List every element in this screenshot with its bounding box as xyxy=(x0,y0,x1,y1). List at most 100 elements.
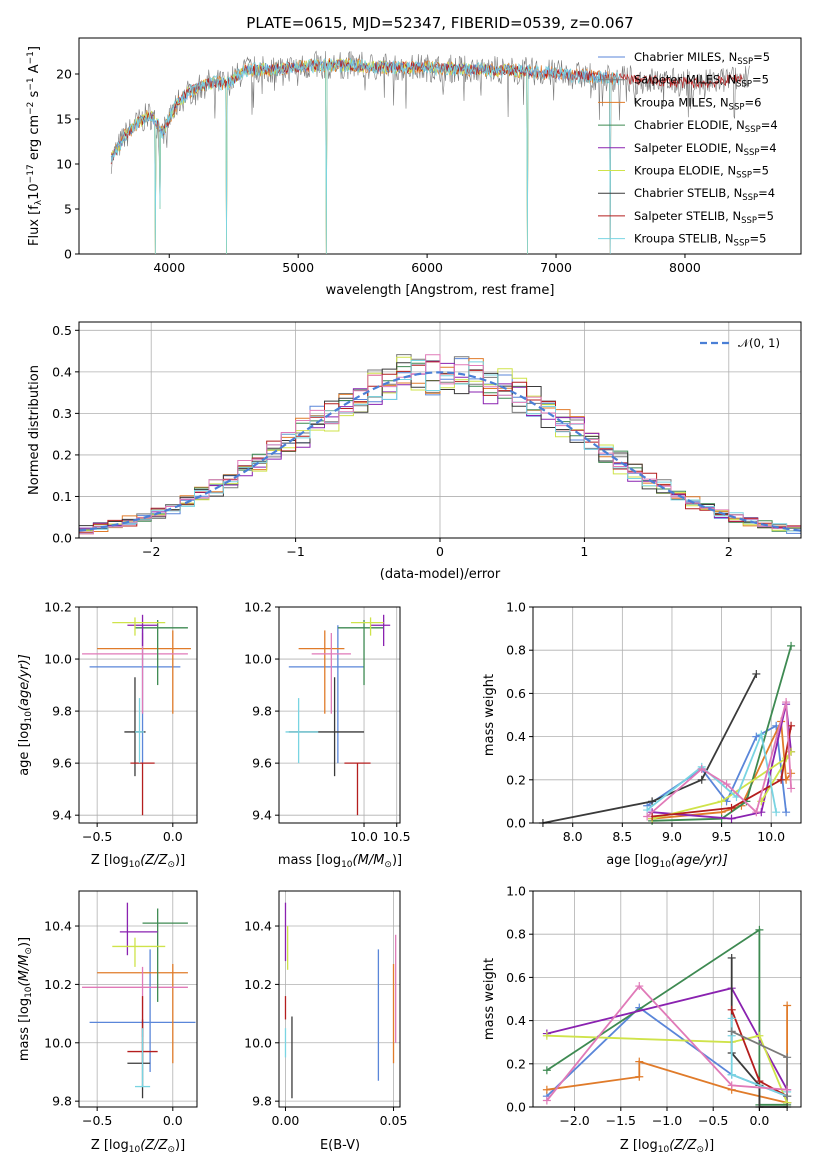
weight-marker xyxy=(717,797,726,806)
legend-label: Salpeter ELODIE, NSSP=4 xyxy=(634,141,777,158)
weight-marker xyxy=(697,775,706,784)
y-tick-label: 0.8 xyxy=(506,927,526,942)
mZ-xlabel: Z [log10(Z/Z⊙)] xyxy=(91,1138,185,1155)
y-tick-label: 10.2 xyxy=(44,600,72,615)
spectrum-line xyxy=(110,58,531,255)
weight-line xyxy=(646,701,792,818)
weight-marker xyxy=(542,1031,551,1040)
y-tick-label: 10.2 xyxy=(44,977,72,992)
weight-marker xyxy=(542,1066,551,1075)
age-vs-metallicity-panel: −0.5 0.0 9.4 9.6 9.8 10.0 10.2 Z [log10(Z/Z⊙)]… xyxy=(17,600,198,870)
gaussian-legend-label: 𝒩(0, 1) xyxy=(738,336,780,350)
y-tick-label: 20 xyxy=(56,67,72,82)
histogram-xlabel: (data-model)/error xyxy=(380,567,501,582)
weight-marker xyxy=(727,1081,736,1090)
x-tick-label: 0.0 xyxy=(163,1113,183,1128)
wAge-ylabel: mass weight xyxy=(482,674,497,756)
y-tick-label: 1.0 xyxy=(506,600,526,615)
residual-histogram-panel: −2 −1 0 1 2 0.0 0.1 0.2 0.3 0.4 0.5 (data-model)/e… xyxy=(27,321,802,582)
weight-line xyxy=(652,718,792,820)
mass-vs-metallicity-panel: −0.5 0.0 9.8 10.0 10.2 10.4 Z [log10(Z/Z⊙)] m… xyxy=(17,890,198,1155)
x-tick-label: 7000 xyxy=(540,260,572,275)
y-tick-label: 0.4 xyxy=(506,729,526,744)
weight-line xyxy=(546,1034,788,1104)
spectrum-line xyxy=(110,57,621,255)
mE-xlabel: E(B-V) xyxy=(320,1138,360,1153)
weight-marker xyxy=(777,775,786,784)
legend-label: Kroupa MILES, NSSP=6 xyxy=(634,95,761,112)
legend-label: Chabrier ELODIE, NSSP=4 xyxy=(634,118,778,135)
weight-marker xyxy=(635,1072,644,1081)
y-tick-label: 9.8 xyxy=(252,1094,272,1109)
weight-marker xyxy=(727,1005,736,1014)
y-tick-label: 10.0 xyxy=(244,652,272,667)
weight-marker xyxy=(772,808,781,817)
weight-marker xyxy=(727,1014,736,1023)
y-tick-label: 0.3 xyxy=(52,406,72,421)
x-tick-label: 2 xyxy=(725,544,733,559)
weight-marker xyxy=(727,1070,736,1079)
weight-marker xyxy=(787,721,796,730)
weight-marker xyxy=(783,1053,792,1062)
y-tick-label: 9.4 xyxy=(52,808,72,823)
x-tick-label: 0.0 xyxy=(749,1113,769,1128)
y-tick-label: 0.2 xyxy=(506,772,526,787)
y-tick-label: 0.0 xyxy=(506,816,526,831)
ageM-xlabel: mass [log10(M/M⊙)] xyxy=(278,853,402,870)
legend-label: Chabrier MILES, NSSP=5 xyxy=(634,50,770,67)
weight-marker xyxy=(542,1085,551,1094)
y-tick-label: 9.8 xyxy=(52,1094,72,1109)
ageZ-xlabel: Z [log10(Z/Z⊙)] xyxy=(91,853,185,870)
weight-marker xyxy=(782,698,791,707)
histogram-series xyxy=(78,354,801,538)
weight-marker xyxy=(635,982,644,991)
weight-line xyxy=(652,725,792,818)
mZ-ylabel: mass [log10(M/M⊙)] xyxy=(17,937,34,1061)
weight-marker xyxy=(787,641,796,650)
spectrum-line xyxy=(110,50,750,255)
weight-marker xyxy=(755,1031,764,1040)
weight-marker xyxy=(755,1077,764,1086)
x-tick-label: −0.5 xyxy=(82,1113,112,1128)
histogram-ylabel: Normed distribution xyxy=(27,365,42,495)
weight-marker xyxy=(727,814,736,823)
y-tick-label: 0.5 xyxy=(52,323,72,338)
y-tick-label: 10.2 xyxy=(244,977,272,992)
x-tick-label: 6000 xyxy=(411,260,443,275)
x-tick-label: −2 xyxy=(142,544,160,559)
weight-line xyxy=(546,984,788,1102)
y-tick-label: 0.0 xyxy=(506,1100,526,1115)
mass-vs-ebv-panel: 0.00 0.05 9.8 10.0 10.2 10.4 E(B-V) xyxy=(244,890,407,1153)
weight-vs-age-panel: 8.0 8.5 9.0 9.5 10.0 0.0 0.2 0.4 0.6 0.8 1.0 age [… xyxy=(482,600,802,870)
x-tick-label: 9.0 xyxy=(662,829,682,844)
y-tick-label: 9.4 xyxy=(252,808,272,823)
y-tick-label: 9.8 xyxy=(52,704,72,719)
x-tick-label: 5000 xyxy=(282,260,314,275)
y-tick-label: 10.0 xyxy=(44,652,72,667)
y-tick-label: 9.8 xyxy=(252,704,272,719)
y-tick-label: 0.4 xyxy=(506,1013,526,1028)
x-tick-label: 8000 xyxy=(669,260,701,275)
y-tick-label: 10 xyxy=(56,157,72,172)
x-tick-label: 0.00 xyxy=(272,1113,300,1128)
weight-marker xyxy=(755,925,764,934)
x-tick-label: −1.5 xyxy=(606,1113,636,1128)
y-tick-label: 0.2 xyxy=(52,447,72,462)
legend-label: Chabrier STELIB, NSSP=4 xyxy=(634,186,775,203)
y-tick-label: 5 xyxy=(64,202,72,217)
y-tick-label: 9.6 xyxy=(52,756,72,771)
y-tick-label: 0.1 xyxy=(52,489,72,504)
weight-marker xyxy=(542,1096,551,1105)
weight-marker xyxy=(697,765,706,773)
weight-vs-metallicity-panel: −2.0 −1.5 −1.0 −0.5 0.0 0.0 0.2 0.4 0.6 0.8 1.0 Z … xyxy=(482,884,802,1155)
legend-label: Salpeter MILES, NSSP=5 xyxy=(634,73,769,90)
y-tick-label: 0 xyxy=(64,247,72,262)
wZ-ylabel: mass weight xyxy=(482,958,497,1040)
y-tick-label: 0.6 xyxy=(506,970,526,985)
x-tick-label: 0.0 xyxy=(163,829,183,844)
x-tick-label: 8.0 xyxy=(563,829,583,844)
x-tick-label: −0.5 xyxy=(698,1113,728,1128)
weight-marker xyxy=(727,803,736,812)
age-vs-mass-panel: 10.0 10.5 9.4 9.6 9.8 10.0 10.2 mass [log10(M/… xyxy=(244,600,410,871)
weight-marker xyxy=(643,812,652,821)
